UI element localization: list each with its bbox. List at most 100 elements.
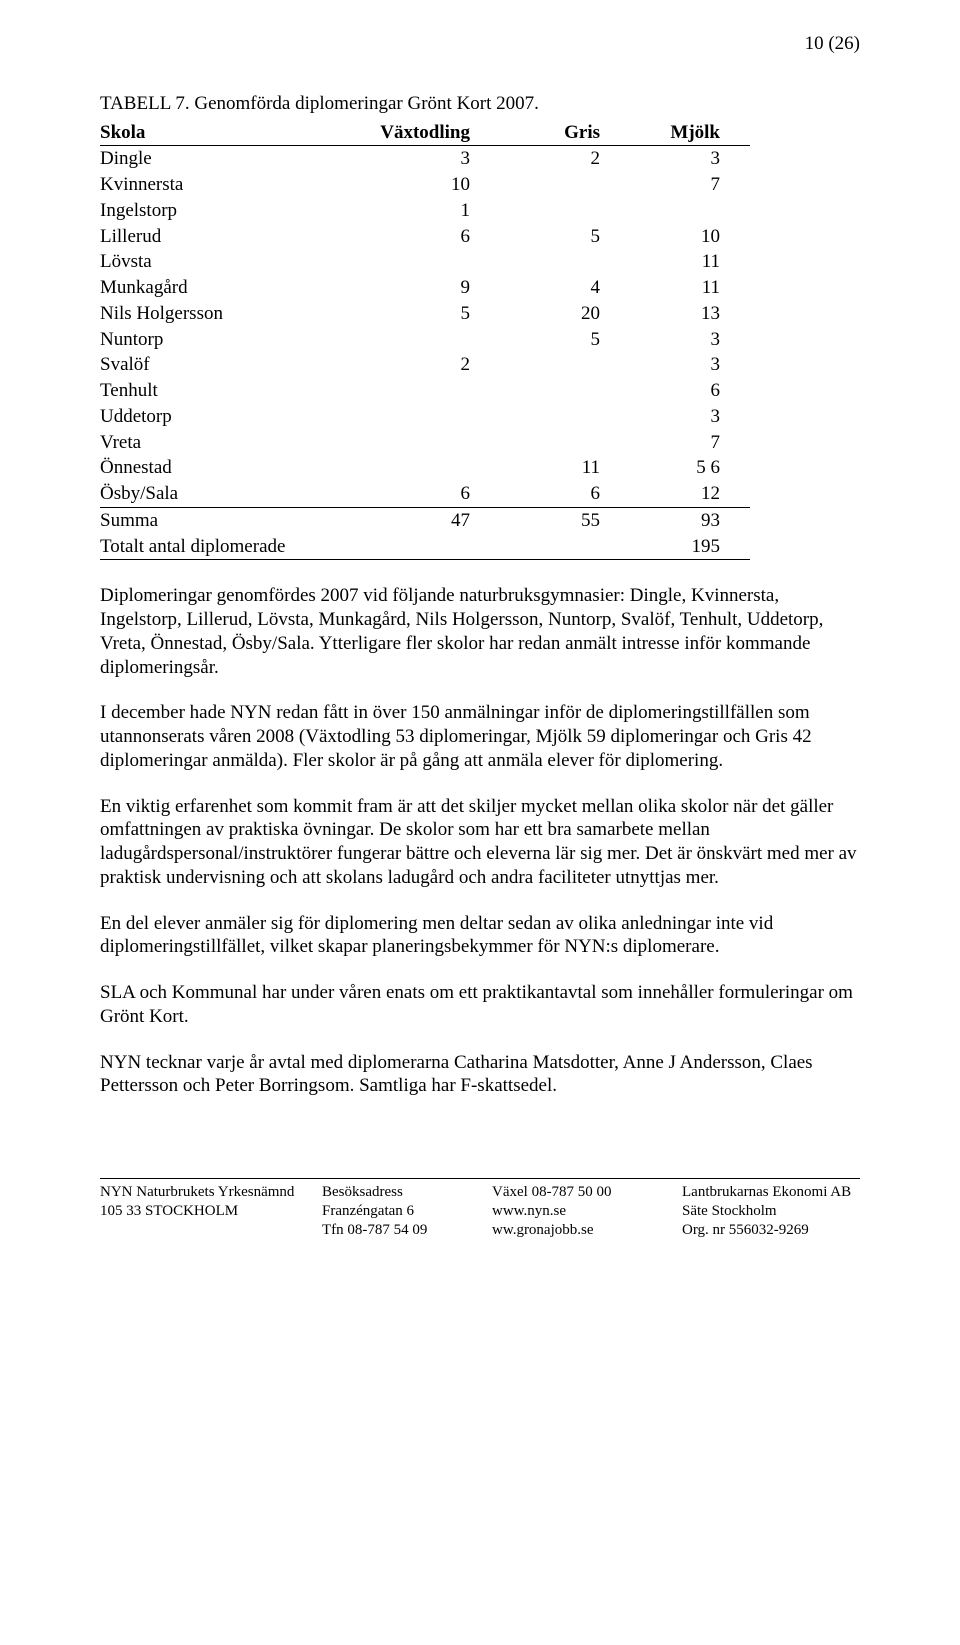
table-cell: 9 — [340, 275, 520, 301]
footer-line: Tfn 08-787 54 09 — [322, 1221, 492, 1240]
table-cell — [340, 378, 520, 404]
body-paragraph: SLA och Kommunal har under våren enats o… — [100, 981, 860, 1029]
table-cell: 3 — [630, 352, 750, 378]
table-row: Lövsta 11 — [100, 249, 750, 275]
table-row: Svalöf2 3 — [100, 352, 750, 378]
table-cell: Ösby/Sala — [100, 481, 340, 507]
table-cell: 4 — [520, 275, 630, 301]
footer-line: www.nyn.se — [492, 1202, 682, 1221]
table-cell — [520, 378, 630, 404]
table-cell: Kvinnersta — [100, 172, 340, 198]
footer-line: Säte Stockholm — [682, 1202, 851, 1221]
table-row: Munkagård9411 — [100, 275, 750, 301]
footer-line: Org. nr 556032-9269 — [682, 1221, 851, 1240]
table-cell: 6 — [340, 481, 520, 507]
table-cell: 5 — [520, 224, 630, 250]
footer-line: Lantbrukarnas Ekonomi AB — [682, 1183, 851, 1202]
footer-col: Lantbrukarnas Ekonomi AB Säte Stockholm … — [682, 1183, 851, 1239]
table-cell: 47 — [340, 507, 520, 533]
table-cell: 6 — [630, 378, 750, 404]
table-cell: Önnestad — [100, 455, 340, 481]
table-cell: 1 — [340, 198, 520, 224]
table-cell: 20 — [520, 301, 630, 327]
table-cell: 11 — [630, 275, 750, 301]
body-paragraph: I december hade NYN redan fått in över 1… — [100, 701, 860, 772]
table-cell: 10 — [630, 224, 750, 250]
table-col-header: Växtodling — [340, 120, 520, 146]
body-paragraph: NYN tecknar varje år avtal med diplomera… — [100, 1051, 860, 1099]
footer-col: Besöksadress Franzéngatan 6 Tfn 08-787 5… — [322, 1183, 492, 1239]
table-cell — [520, 352, 630, 378]
table-cell: 12 — [630, 481, 750, 507]
table-cell: 195 — [630, 534, 750, 560]
table-cell: Totalt antal diplomerade — [100, 534, 340, 560]
footer-line: Besöksadress — [322, 1183, 492, 1202]
table-row: Lillerud6510 — [100, 224, 750, 250]
table-cell: 2 — [520, 146, 630, 172]
table-cell — [340, 534, 520, 560]
table-row: Kvinnersta10 7 — [100, 172, 750, 198]
table-cell: 3 — [630, 327, 750, 353]
table-cell: 3 — [630, 404, 750, 430]
footer-line: Franzéngatan 6 — [322, 1202, 492, 1221]
table-cell: Tenhult — [100, 378, 340, 404]
body-paragraph: Diplomeringar genomfördes 2007 vid följa… — [100, 584, 860, 679]
table-cell — [340, 327, 520, 353]
table-cell — [340, 249, 520, 275]
diplom-table: Skola Växtodling Gris Mjölk Dingle323Kvi… — [100, 120, 750, 561]
table-cell: Munkagård — [100, 275, 340, 301]
table-cell: 7 — [630, 172, 750, 198]
table-cell: 10 — [340, 172, 520, 198]
table-cell — [520, 198, 630, 224]
footer-line: Växel 08-787 50 00 — [492, 1183, 682, 1202]
table-col-header: Skola — [100, 120, 340, 146]
table-row: Ösby/Sala6612 — [100, 481, 750, 507]
table-cell: 11 — [630, 249, 750, 275]
table-cell: 5 — [340, 301, 520, 327]
table-header-row: Skola Växtodling Gris Mjölk — [100, 120, 750, 146]
table-cell: Nuntorp — [100, 327, 340, 353]
table-cell — [340, 430, 520, 456]
table-cell: Vreta — [100, 430, 340, 456]
table-col-header: Mjölk — [630, 120, 750, 146]
table-cell: 3 — [340, 146, 520, 172]
table-cell: 2 — [340, 352, 520, 378]
footer-col: Växel 08-787 50 00 www.nyn.se ww.gronajo… — [492, 1183, 682, 1239]
table-cell — [340, 455, 520, 481]
table-cell: 3 — [630, 146, 750, 172]
table-cell — [520, 249, 630, 275]
table-cell: 7 — [630, 430, 750, 456]
table-summary-row: Summa475593 — [100, 507, 750, 533]
table-cell: Nils Holgersson — [100, 301, 340, 327]
page-number: 10 (26) — [100, 32, 860, 56]
table-cell: Summa — [100, 507, 340, 533]
table-cell: 6 — [340, 224, 520, 250]
table-cell: 5 — [520, 327, 630, 353]
page-footer: NYN Naturbrukets Yrkesnämnd 105 33 STOCK… — [100, 1178, 860, 1239]
table-row: Dingle323 — [100, 146, 750, 172]
table-cell: Lillerud — [100, 224, 340, 250]
table-row: Nuntorp 53 — [100, 327, 750, 353]
table-cell: 11 — [520, 455, 630, 481]
table-summary-row: Totalt antal diplomerade 195 — [100, 534, 750, 560]
table-cell — [520, 404, 630, 430]
table-cell: 55 — [520, 507, 630, 533]
table-col-header: Gris — [520, 120, 630, 146]
table-cell: Svalöf — [100, 352, 340, 378]
table-cell — [520, 534, 630, 560]
table-cell: Uddetorp — [100, 404, 340, 430]
table-cell: 93 — [630, 507, 750, 533]
table-cell — [520, 430, 630, 456]
table-cell — [520, 172, 630, 198]
table-cell: Ingelstorp — [100, 198, 340, 224]
table-row: Nils Holgersson52013 — [100, 301, 750, 327]
table-row: Tenhult 6 — [100, 378, 750, 404]
footer-col: NYN Naturbrukets Yrkesnämnd 105 33 STOCK… — [100, 1183, 322, 1239]
table-cell: Lövsta — [100, 249, 340, 275]
table-row: Uddetorp 3 — [100, 404, 750, 430]
table-cell: 13 — [630, 301, 750, 327]
body-paragraph: En viktig erfarenhet som kommit fram är … — [100, 795, 860, 890]
table-row: Ingelstorp1 — [100, 198, 750, 224]
table-title: TABELL 7. Genomförda diplomeringar Grönt… — [100, 92, 860, 116]
footer-line: NYN Naturbrukets Yrkesnämnd — [100, 1183, 322, 1202]
